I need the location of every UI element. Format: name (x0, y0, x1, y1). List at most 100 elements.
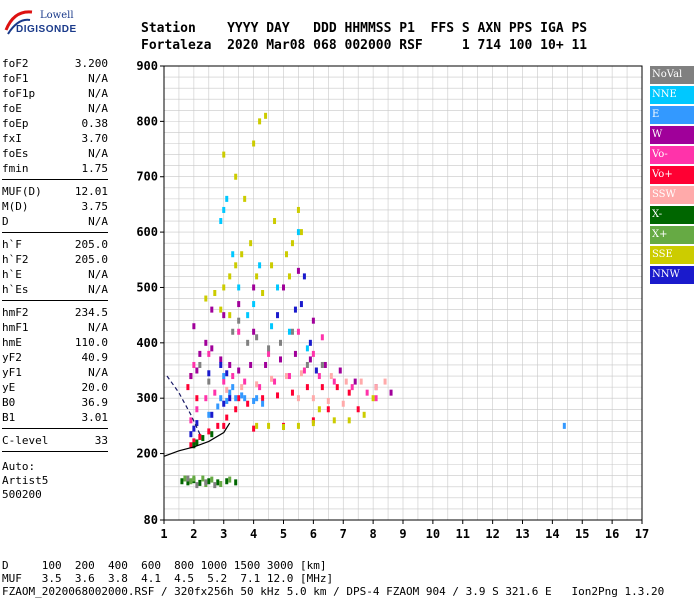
param-name: h`F (2, 238, 22, 251)
x-tick-label: 7 (340, 527, 347, 541)
data-point-sse (311, 420, 315, 427)
param-value: 33 (94, 434, 108, 447)
data-point-w (222, 312, 226, 319)
footer-info-line: FZAOM_2020068002000.RSF / 320fx256h 50 k… (2, 585, 665, 598)
data-point-sse (228, 312, 232, 319)
data-point-nnw (222, 400, 226, 407)
logo-swoosh-icon (4, 10, 33, 35)
data-point-e (228, 389, 232, 396)
param-name: fxI (2, 132, 22, 145)
param-name: foF2 (2, 57, 29, 70)
data-point-w (252, 284, 256, 291)
data-point-sse (222, 151, 226, 158)
data-point-x- (228, 476, 232, 483)
data-point-sse (264, 112, 268, 119)
data-point-vo- (335, 384, 339, 391)
data-point-ssw (344, 378, 348, 385)
auto-line: Artist5 (2, 474, 49, 487)
legend-item-vo-: Vo- (650, 146, 694, 164)
param-row: yF1 N/A (2, 365, 108, 380)
data-point-nne (270, 323, 274, 330)
data-point-vo- (305, 384, 309, 391)
param-row: fmin 1.75 (2, 161, 108, 176)
data-point-noval (213, 482, 217, 489)
data-point-e (562, 422, 566, 429)
param-row: D N/A (2, 214, 108, 229)
data-point-vo- (365, 389, 369, 396)
data-point-vo- (234, 406, 238, 413)
data-point-x- (216, 479, 220, 486)
data-point-vo- (213, 389, 217, 396)
data-point-sse (371, 395, 375, 402)
param-value: N/A (88, 102, 108, 115)
data-point-nne (258, 262, 262, 269)
data-point-sse (228, 273, 232, 280)
data-point-vo- (350, 384, 354, 391)
data-point-x- (195, 439, 199, 446)
data-point-nnw (314, 367, 318, 374)
data-point-sse (296, 422, 300, 429)
data-point-w (353, 378, 357, 385)
auto-line: Auto: (2, 460, 36, 473)
data-point-vo- (216, 422, 220, 429)
data-point-x- (192, 475, 196, 482)
data-point-noval (186, 475, 190, 482)
x-tick-label: 13 (515, 527, 529, 541)
data-point-sse (222, 284, 226, 291)
y-tick-label: 300 (136, 391, 158, 405)
param-name: hmE (2, 336, 22, 349)
data-point-noval (255, 334, 259, 341)
footer: D 100 200 400 600 800 1000 1500 3000 [km… (2, 559, 664, 598)
header-values: Fortaleza 2020 Mar08 068 002000 RSF 1 71… (141, 38, 595, 53)
data-point-sse (362, 411, 366, 418)
data-point-sse (282, 423, 285, 430)
data-point-sse (219, 306, 223, 313)
data-point-w (264, 361, 268, 368)
param-value: 205.0 (74, 238, 108, 251)
data-point-w (252, 328, 256, 335)
data-point-nne (246, 312, 250, 319)
data-point-ssw (374, 384, 378, 391)
x-tick-label: 2 (190, 527, 197, 541)
param-row: fxI 3.70 (2, 131, 108, 146)
data-point-vo- (332, 378, 336, 385)
data-point-x- (225, 478, 229, 485)
data-point-nne (252, 301, 256, 308)
param-value: 1.75 (81, 162, 109, 175)
data-point-w (293, 350, 297, 357)
x-tick-label: 10 (426, 527, 440, 541)
data-point-vo- (374, 395, 378, 402)
param-name: foE (2, 102, 22, 115)
data-point-sse (234, 173, 238, 180)
param-value: N/A (88, 366, 108, 379)
data-point-noval (195, 482, 199, 489)
data-point-x- (210, 431, 214, 438)
y-tick-label: 200 (136, 447, 158, 461)
param-row: foE N/A (2, 101, 108, 116)
data-point-vo- (320, 384, 324, 391)
data-point-x- (201, 475, 205, 482)
legend: NoVal NNE E W Vo- Vo+ SSW X- X+ SSE NNW (650, 66, 694, 286)
data-point-noval (207, 378, 211, 385)
data-point-ssw (284, 373, 288, 380)
data-point-vo- (261, 395, 265, 402)
data-point-vo- (302, 367, 306, 374)
param-value: 20.0 (81, 381, 109, 394)
parameters-panel: foF2 3.200 foF1 N/A foF1p N/A foE N/A foEp 0.38 fx… (2, 56, 108, 502)
data-point-sse (255, 422, 259, 429)
data-point-vo- (317, 373, 321, 380)
legend-item-vo-: Vo+ (650, 166, 694, 184)
y-tick-label: 900 (136, 59, 158, 73)
data-point-nnw (293, 306, 297, 313)
data-point-noval (267, 345, 271, 352)
param-row: h`F 205.0 (2, 237, 108, 252)
data-point-sse (290, 240, 294, 247)
data-point-w (323, 361, 327, 368)
data-point-e (231, 384, 235, 391)
param-value: N/A (88, 215, 108, 228)
param-name: D (2, 215, 9, 228)
data-point-sse (255, 273, 259, 280)
data-point-ssw (326, 397, 330, 404)
legend-item-x-: X+ (650, 226, 694, 244)
data-point-vo- (222, 422, 226, 429)
